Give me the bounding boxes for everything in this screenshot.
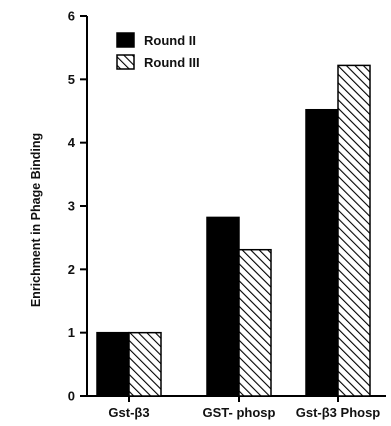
y-tick-label: 6 — [68, 9, 75, 24]
y-tick-label: 4 — [68, 135, 76, 150]
legend-swatch-round-iii — [116, 54, 135, 70]
plot-area: 0 1 2 3 4 5 6 Gst-β3 GST- phosp Gst-β3 Phosp — [68, 9, 386, 420]
legend-label-round-ii: Round II — [144, 33, 196, 48]
y-tick-label: 5 — [68, 72, 75, 87]
y-tick-label: 2 — [68, 262, 75, 277]
legend: Round II Round III — [116, 32, 200, 70]
bar-round-ii-1 — [206, 216, 240, 397]
x-tick-label: Gst-β3 — [108, 405, 149, 420]
legend-label-round-iii: Round III — [144, 55, 200, 70]
y-tick-label: 3 — [68, 199, 75, 214]
y-tick-label: 1 — [68, 325, 75, 340]
bar-round-iii-2 — [337, 64, 371, 397]
y-tick-label: 0 — [68, 389, 75, 404]
x-tick-label: Gst-β3 Phosp — [296, 405, 381, 420]
bar-round-iii-1 — [238, 248, 272, 397]
bar-round-ii-0 — [96, 331, 130, 397]
legend-swatch-round-ii — [116, 32, 135, 48]
bar-round-ii-2 — [305, 108, 339, 397]
y-axis-label: Enrichment in Phage Binding — [29, 133, 43, 307]
bar-round-iii-0 — [128, 331, 162, 397]
x-tick-label: GST- phosp — [203, 405, 276, 420]
